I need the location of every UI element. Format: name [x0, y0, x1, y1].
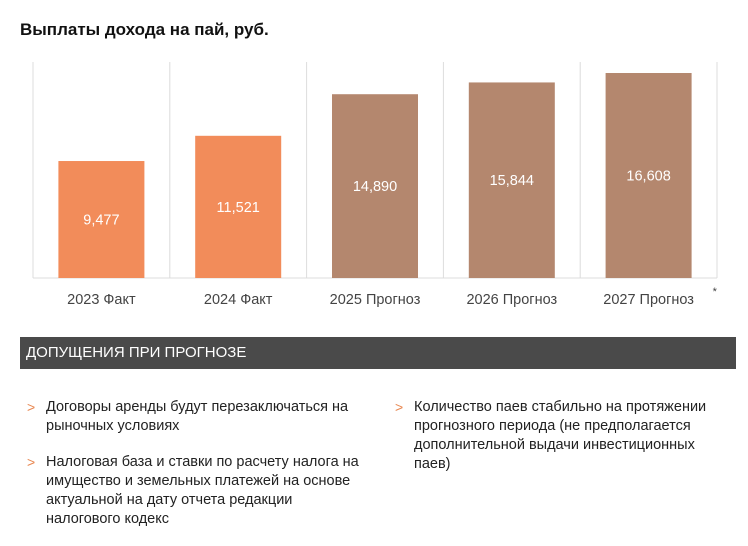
assumption-item: > Налоговая база и ставки по расчету нал… [27, 453, 367, 529]
x-tick-label: 2025 Прогноз [330, 292, 421, 308]
footnote-marker: * [713, 286, 718, 298]
data-label: 9,477 [83, 213, 119, 229]
bar [195, 135, 282, 278]
assumption-text: Налоговая база и ставки по расчету налог… [46, 454, 359, 527]
x-tick-label: 2024 Факт [204, 292, 273, 308]
bar-chart: 9,477 2023 Факт 11,521 2024 Факт 14,890 2025 … [32, 62, 718, 308]
data-label: 15,844 [490, 173, 534, 189]
assumption-text: Количество паев стабильно на протяжении … [414, 399, 707, 472]
chevron-right-icon: > [27, 454, 36, 470]
data-label: 11,521 [217, 200, 260, 216]
assumptions-right-column: > Количество паев стабильно на протяжени… [395, 398, 735, 491]
assumption-item: > Договоры аренды будут перезаключаться … [27, 398, 367, 436]
chevron-right-icon: > [395, 399, 404, 415]
assumption-text: Договоры аренды будут перезаключаться на… [46, 399, 349, 434]
x-tick-label: 2026 Прогноз [466, 292, 557, 308]
x-tick-label: 2027 Прогноз [603, 292, 694, 308]
chevron-right-icon: > [27, 399, 36, 415]
bar [332, 94, 418, 278]
data-label: 14,890 [353, 179, 397, 195]
bar [58, 161, 145, 278]
x-tick-label: 2023 Факт [67, 292, 136, 308]
assumption-item: > Количество паев стабильно на протяжени… [395, 398, 735, 474]
bar [605, 73, 692, 278]
chart-title: Выплаты дохода на пай, руб. [20, 20, 269, 39]
assumptions-heading: ДОПУЩЕНИЯ ПРИ ПРОГНОЗЕ [20, 337, 736, 369]
bar [468, 82, 555, 278]
data-label: 16,608 [626, 169, 670, 185]
assumptions-left-column: > Договоры аренды будут перезаключаться … [27, 398, 367, 546]
